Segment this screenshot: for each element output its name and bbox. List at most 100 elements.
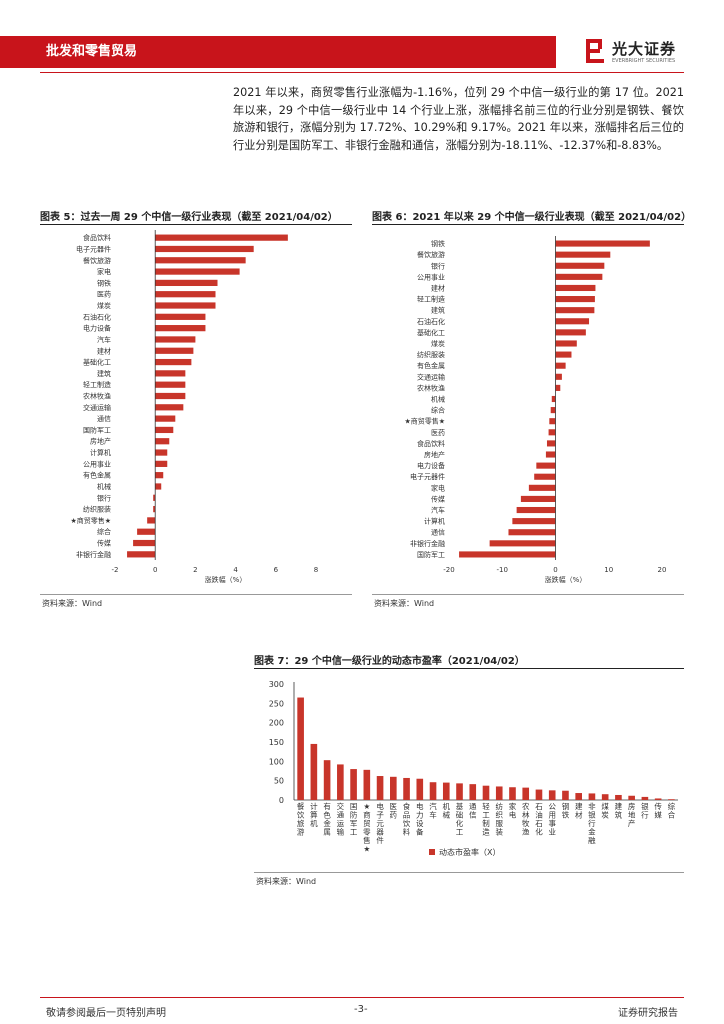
fig5-category-label: 农林牧渔 bbox=[83, 392, 111, 401]
fig5-title-rule bbox=[40, 224, 352, 225]
fig7-category-label: 房地产 bbox=[628, 801, 636, 828]
fig7-category-label: 汽车 bbox=[429, 801, 437, 820]
fig7-bar bbox=[376, 776, 384, 800]
fig6-bar bbox=[555, 262, 605, 269]
fig6-bar bbox=[549, 418, 556, 425]
fig7-legend-swatch bbox=[429, 849, 435, 855]
fig5-bar bbox=[155, 370, 186, 377]
fig7-bar bbox=[654, 798, 662, 800]
fig7-bar bbox=[668, 799, 675, 800]
fig7-bar bbox=[548, 790, 556, 800]
fig6-category-label: 传媒 bbox=[431, 494, 445, 503]
fig7-title: 图表 7：29 个中信一级行业的动态市盈率（2021/04/02） bbox=[254, 656, 525, 667]
fig7-bar bbox=[522, 787, 530, 800]
fig5-category-label: 公用事业 bbox=[83, 459, 111, 468]
fig5-bar bbox=[155, 381, 186, 388]
fig7-bar bbox=[363, 769, 371, 800]
fig7-category-label: 家电 bbox=[509, 801, 517, 820]
fig5-category-label: 建材 bbox=[97, 346, 111, 355]
section-title: 批发和零售贸易 bbox=[46, 44, 138, 59]
fig5-category-label: 电子元器件 bbox=[76, 244, 111, 253]
footer-page-number: -3- bbox=[354, 1004, 368, 1015]
fig6-bar bbox=[516, 506, 556, 514]
fig7-bar bbox=[403, 777, 410, 800]
fig6-category-label: 建筑 bbox=[431, 306, 445, 315]
fig7-bar bbox=[337, 764, 344, 800]
fig6-bar bbox=[546, 440, 556, 447]
fig6-category-label: 钢铁 bbox=[431, 239, 445, 248]
fig5-category-label: 有色金属 bbox=[83, 471, 111, 480]
fig5-tick-label: -2 bbox=[112, 566, 119, 574]
fig7-category-label: ★商贸零售★ bbox=[363, 802, 371, 854]
fig7-category-label: 轻工制造 bbox=[482, 801, 490, 837]
fig6-bar bbox=[508, 529, 556, 536]
fig5-bar bbox=[155, 234, 288, 241]
fig6-tick-label: -20 bbox=[443, 566, 454, 574]
fig6-bar bbox=[555, 307, 595, 314]
fig7-category-label: 纺织服装 bbox=[495, 801, 503, 837]
fig7-bar bbox=[416, 778, 424, 800]
fig6-tick-label: 0 bbox=[553, 566, 557, 574]
fig6-bar bbox=[555, 296, 595, 303]
fig7-bar bbox=[601, 794, 609, 800]
fig7-category-label: 交通运输 bbox=[337, 801, 345, 837]
fig6-category-label: 通信 bbox=[431, 528, 445, 537]
fig7-tick-label: 300 bbox=[269, 680, 284, 689]
fig6-tick-label: 10 bbox=[604, 566, 613, 574]
fig6-category-label: 石油石化 bbox=[417, 317, 445, 326]
fig7-category-label: 传媒 bbox=[654, 801, 662, 820]
fig7-category-label: 建材 bbox=[575, 801, 583, 820]
fig7-tick-label: 200 bbox=[269, 719, 284, 728]
fig7-bar bbox=[429, 782, 437, 800]
fig5-bar bbox=[155, 279, 218, 287]
fig6-source: 资料来源：Wind bbox=[374, 599, 435, 608]
fig5-bar bbox=[155, 404, 184, 411]
fig5-category-label: 传媒 bbox=[97, 539, 111, 548]
fig6-category-label: 建材 bbox=[431, 283, 445, 292]
fig6-category-label: 交通运输 bbox=[417, 372, 445, 381]
fig7-bottom-rule bbox=[254, 872, 684, 873]
fig5-bar bbox=[155, 313, 206, 320]
fig7-bar bbox=[456, 783, 463, 800]
fig6-category-label: 食品饮料 bbox=[417, 439, 445, 448]
fig5-bar bbox=[155, 268, 240, 275]
fig6-bar bbox=[555, 240, 650, 247]
fig6-bar bbox=[555, 384, 561, 391]
fig6-category-label: 家电 bbox=[431, 483, 445, 492]
brand-name: 光大证券 bbox=[612, 40, 677, 58]
fig6-category-label: 综合 bbox=[431, 406, 445, 415]
fig6-category-label: 国防军工 bbox=[417, 550, 445, 559]
fig6-bar bbox=[555, 373, 562, 380]
fig6-bar bbox=[555, 351, 572, 358]
fig5-bar bbox=[127, 551, 156, 558]
brand-logo: 光大证券 EVERBRIGHT SECURITIES bbox=[584, 36, 684, 70]
fig6-bar bbox=[459, 551, 556, 558]
fig5-bar bbox=[155, 415, 176, 422]
fig5-tick-label: 4 bbox=[233, 566, 238, 574]
fig7-bar bbox=[615, 794, 622, 800]
fig6-category-label: 计算机 bbox=[424, 517, 445, 526]
fig5-category-label: 电力设备 bbox=[83, 324, 111, 333]
footer-disclaimer: 敬请参阅最后一页特别声明 bbox=[46, 1008, 166, 1019]
fig7-category-label: 医药 bbox=[390, 802, 398, 820]
footer-report-type: 证券研究报告 bbox=[618, 1008, 678, 1019]
fig5-bar bbox=[155, 483, 162, 490]
chart-fig5: 食品饮料电子元器件餐饮旅游家电钢铁医药煤炭石油石化电力设备汽车建材基础化工建筑轻… bbox=[70, 230, 318, 584]
fig5-bar bbox=[155, 449, 168, 456]
fig5-bar bbox=[147, 517, 156, 524]
fig6-category-label: 医药 bbox=[431, 428, 445, 437]
fig6-bar bbox=[551, 395, 556, 403]
fig7-bar bbox=[628, 795, 635, 800]
fig6-bar bbox=[555, 318, 590, 325]
fig7-category-label: 通信 bbox=[469, 801, 477, 820]
fig6-bar bbox=[555, 251, 611, 258]
fig5-bar bbox=[155, 438, 170, 445]
body-paragraph: 2021 年以来，商贸零售行业涨幅为-1.16%，位列 29 个中信一级行业的第… bbox=[233, 86, 684, 152]
fig6-category-label: 有色金属 bbox=[417, 361, 445, 370]
fig7-bar bbox=[588, 793, 596, 800]
fig6-title-rule bbox=[372, 224, 684, 225]
fig5-category-label: 餐饮旅游 bbox=[83, 256, 111, 265]
fig7-source: 资料来源：Wind bbox=[256, 877, 317, 886]
fig6-bar bbox=[512, 518, 556, 525]
fig5-category-label: 交通运输 bbox=[83, 403, 111, 412]
